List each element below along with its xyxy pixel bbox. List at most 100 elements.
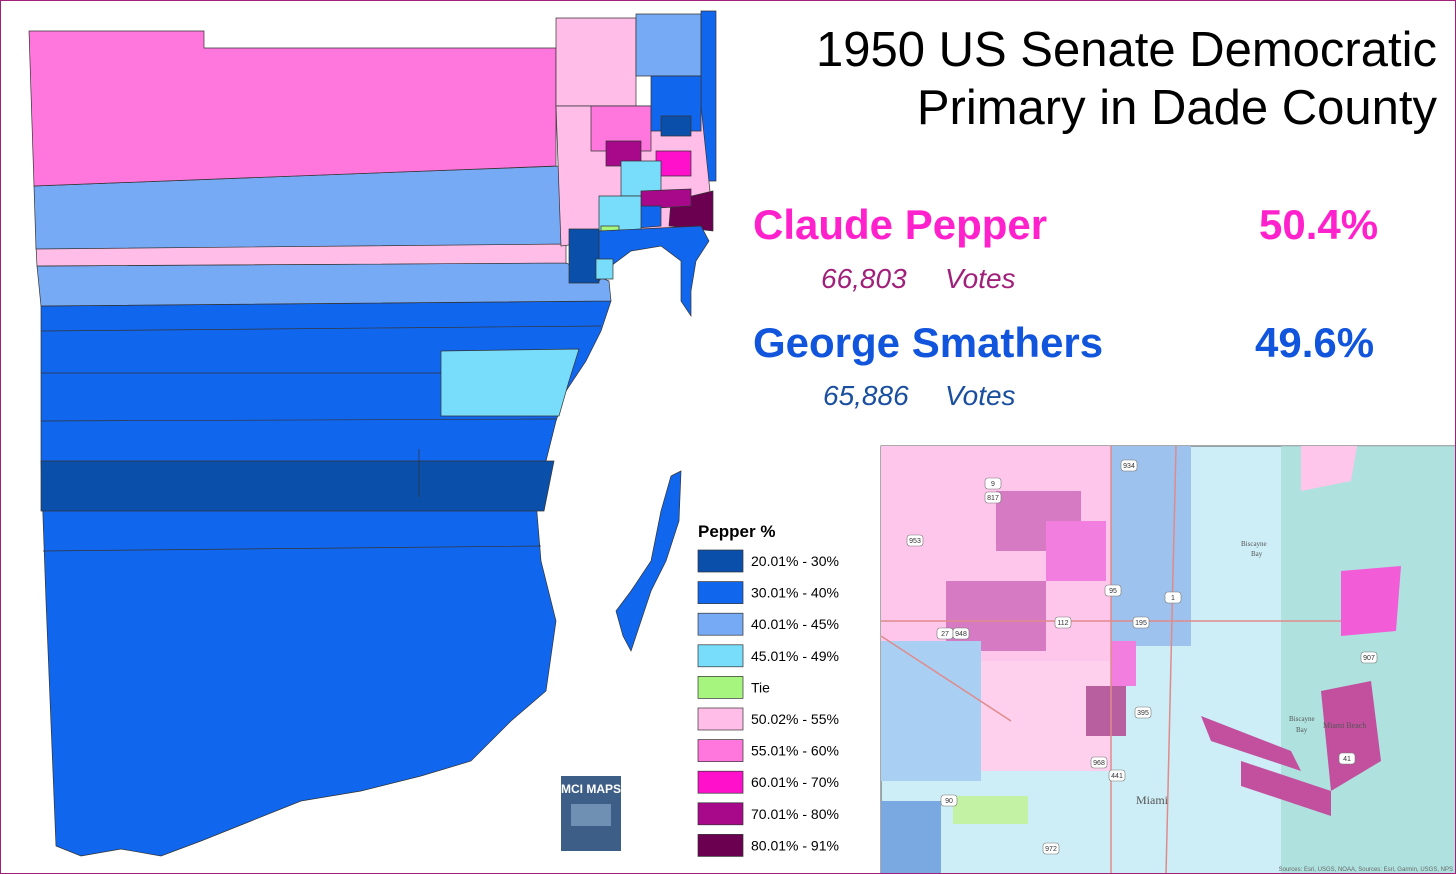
road-shield — [1134, 706, 1152, 719]
region — [36, 262, 612, 307]
county-map — [28, 10, 717, 857]
region — [1046, 521, 1106, 581]
road-shields: 934 9 817 953 95 1 195 27 948 112 907 441 968 395 90 97… — [906, 459, 1378, 855]
legend-label: 40.01% - 45% — [751, 616, 839, 632]
road-shield — [940, 794, 958, 807]
road-number: 948 — [955, 631, 967, 638]
region — [1241, 761, 1331, 816]
votes-label: Votes — [945, 380, 1016, 411]
region — [946, 581, 1046, 651]
logo: MCI MAPS — [561, 776, 621, 851]
legend-swatch — [697, 581, 744, 604]
road-number: 441 — [1111, 773, 1123, 780]
region — [881, 801, 941, 873]
logo-icon — [571, 804, 611, 826]
road — [1165, 445, 1177, 873]
road-number: 41 — [1343, 756, 1351, 763]
road-number: 95 — [1109, 588, 1117, 595]
legend-swatch — [697, 707, 744, 731]
road-number: 90 — [945, 798, 953, 805]
title-line: 1950 US Senate Democratic — [816, 23, 1437, 77]
road-number: 395 — [1137, 710, 1149, 717]
place-label: Miami — [1136, 793, 1169, 807]
road-number: 195 — [1135, 620, 1147, 627]
place-label: Bay — [1251, 550, 1263, 558]
candidate-name: George Smathers — [753, 319, 1104, 366]
road-number: 934 — [1123, 463, 1135, 470]
region — [568, 228, 600, 284]
legend-label: 50.02% - 55% — [751, 711, 839, 727]
votes-label: Votes — [945, 263, 1016, 294]
region — [440, 348, 580, 417]
road-shield — [1090, 756, 1108, 769]
boundary — [40, 325, 602, 332]
legend-label: 20.01% - 30% — [751, 553, 839, 569]
legend-swatch — [697, 644, 744, 668]
candidate-votes: 66,803 — [821, 263, 907, 294]
candidate-percent: 49.6% — [1255, 319, 1375, 366]
region — [28, 30, 557, 187]
legend-label: Tie — [751, 679, 770, 695]
legend-title: Pepper % — [698, 522, 775, 541]
road-number: 817 — [987, 495, 999, 502]
region — [1301, 446, 1357, 491]
region — [1321, 681, 1381, 791]
key — [615, 470, 682, 652]
place-label: Biscayne — [1289, 715, 1315, 723]
legend-label: 45.01% - 49% — [751, 648, 839, 664]
road-shield — [1104, 584, 1122, 597]
legend-label: 55.01% - 60% — [751, 743, 839, 759]
legend-label: 30.01% - 40% — [751, 585, 839, 601]
road-number: 968 — [1093, 760, 1105, 767]
road-number: 9 — [991, 481, 995, 488]
title-line: Primary in Dade County — [916, 81, 1437, 135]
legend-swatch — [697, 739, 744, 762]
road-shield — [1120, 459, 1138, 472]
title: 1950 US Senate Democratic Primary in Dad… — [816, 21, 1437, 137]
road-shield — [1338, 752, 1356, 765]
road-number: 953 — [909, 538, 921, 545]
road-number: 27 — [941, 631, 949, 638]
boundary — [42, 545, 542, 552]
legend-label: 80.01% - 91% — [751, 837, 839, 853]
candidate-percent: 50.4% — [1259, 201, 1379, 248]
road-shield — [952, 627, 970, 640]
region — [881, 641, 981, 781]
road-shield — [1132, 616, 1150, 629]
logo-text: MCI MAPS — [561, 782, 621, 796]
road-number: 972 — [1045, 846, 1057, 853]
region — [1086, 686, 1126, 736]
road-shield — [984, 491, 1002, 504]
candidate-name: Claude Pepper — [753, 201, 1048, 248]
candidate-votes: 65,886 — [823, 380, 909, 411]
region — [660, 115, 692, 137]
region — [953, 796, 1028, 824]
region — [40, 460, 555, 512]
legend-label: 70.01% - 80% — [751, 806, 839, 822]
place-label: Miami Beach — [1323, 721, 1366, 730]
region — [1201, 716, 1301, 771]
legend-swatch — [697, 676, 744, 699]
legend-label: 60.01% - 70% — [751, 774, 839, 790]
road-shield — [1164, 591, 1182, 604]
region — [635, 13, 702, 77]
region — [598, 225, 710, 318]
boundary — [40, 418, 557, 422]
road — [880, 635, 1012, 722]
road-shield — [984, 477, 1002, 490]
legend-swatch — [697, 802, 744, 826]
road-shield — [1360, 651, 1378, 664]
legend-swatch — [697, 612, 744, 636]
road-shield — [1042, 842, 1060, 855]
legend-swatch — [697, 549, 744, 573]
road-number: 907 — [1363, 655, 1375, 662]
road-shield — [906, 534, 924, 547]
region — [555, 17, 637, 107]
road-shield — [1054, 616, 1072, 629]
road-shield — [1108, 769, 1126, 782]
place-label: Bay — [1296, 726, 1308, 734]
road-number: 1 — [1171, 595, 1175, 602]
region — [590, 105, 652, 152]
